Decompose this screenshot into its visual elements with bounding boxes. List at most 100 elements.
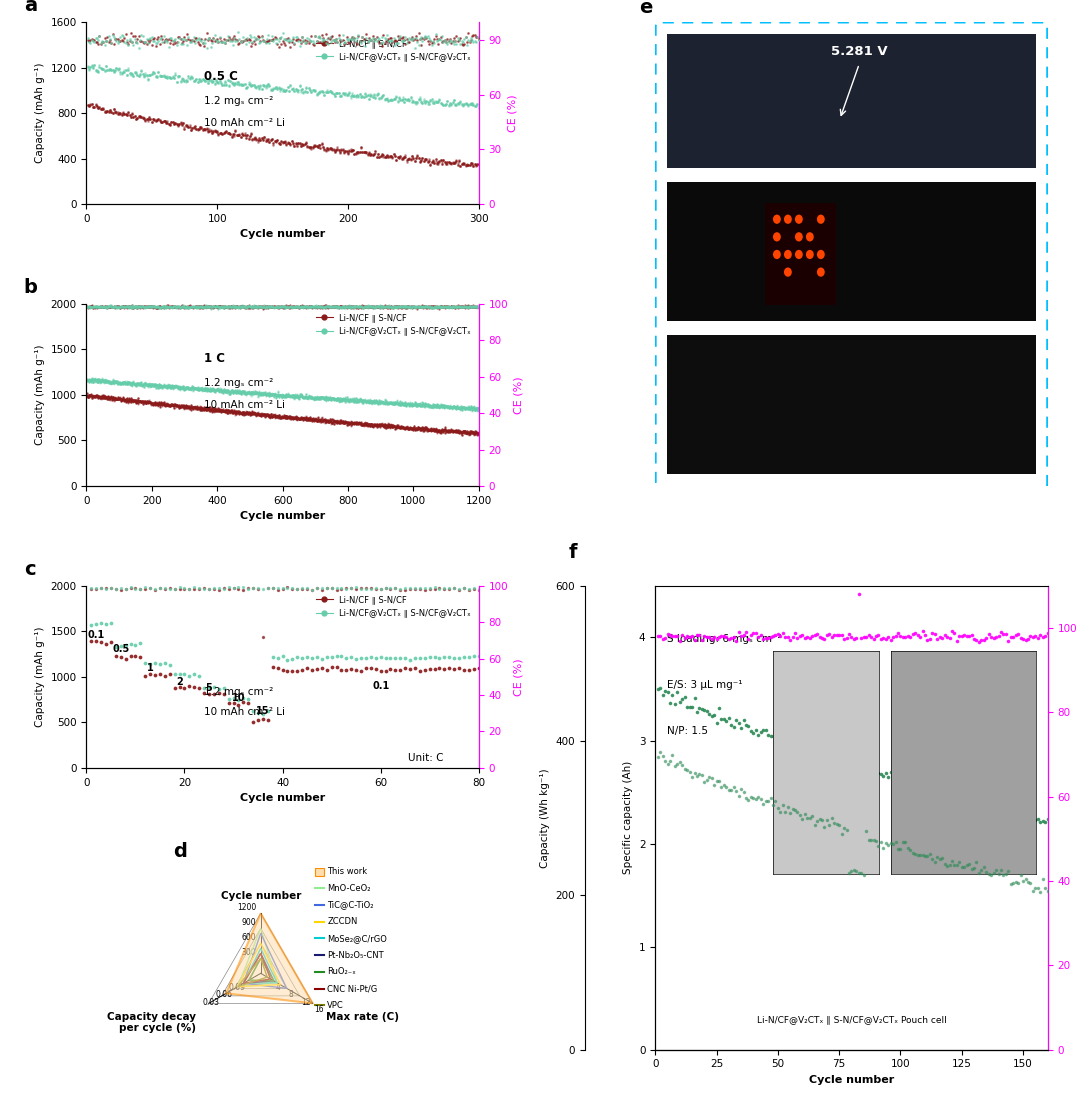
Point (434, 422, 451, 440)
Point (172, 298, 189, 316)
Text: 1.2 mgₛ cm⁻²: 1.2 mgₛ cm⁻² (204, 378, 273, 388)
Point (97, 373, 114, 391)
Point (216, 73, 233, 91)
Point (357, 415, 375, 433)
Point (256, 32, 273, 50)
Point (258, 406, 275, 423)
Point (219, 382, 237, 400)
Point (343, 297, 361, 315)
Point (393, 297, 410, 315)
Point (197, 400, 214, 418)
Point (458, 424, 475, 442)
Point (401, 396, 418, 413)
Point (110, 32, 127, 50)
Point (306, 391, 323, 409)
Point (130, 392, 147, 410)
Point (154, 377, 172, 394)
Point (399, 397, 416, 414)
Point (198, 297, 215, 315)
Point (343, 414, 361, 432)
Point (404, 420, 421, 438)
Point (147, 67, 164, 85)
Point (434, 398, 451, 415)
Point (315, 32, 333, 50)
Point (416, 298, 433, 316)
Point (246, 385, 264, 402)
Point (411, 30, 429, 48)
Point (85, 370, 103, 388)
Point (259, 75, 276, 93)
Point (418, 421, 435, 439)
Point (416, 421, 433, 439)
Point (415, 298, 432, 316)
Point (176, 380, 193, 398)
Point (386, 298, 403, 316)
Point (229, 382, 246, 400)
Point (145, 298, 162, 316)
Point (179, 379, 197, 397)
Point (383, 91, 401, 108)
Point (261, 385, 279, 402)
Point (376, 394, 393, 412)
Point (227, 32, 244, 50)
Point (237, 404, 254, 422)
Point (364, 415, 381, 433)
Point (406, 394, 423, 412)
Point (109, 60, 126, 77)
Point (417, 396, 434, 413)
Point (369, 298, 387, 316)
Text: TiC@C-TiO₂: TiC@C-TiO₂ (327, 901, 374, 909)
Point (165, 399, 183, 417)
Point (392, 147, 409, 165)
Point (197, 379, 214, 397)
Point (372, 393, 389, 411)
Point (396, 660, 414, 677)
Point (122, 297, 139, 315)
Point (104, 298, 121, 316)
Point (190, 379, 207, 397)
Point (167, 378, 185, 396)
Point (240, 385, 257, 402)
Point (445, 297, 462, 315)
Point (230, 406, 247, 423)
Y-axis label: CE (%): CE (%) (514, 376, 524, 413)
Point (204, 124, 221, 141)
Point (469, 424, 486, 442)
Point (104, 373, 121, 391)
Point (445, 422, 462, 440)
Point (292, 387, 309, 404)
Point (127, 375, 145, 392)
Point (247, 297, 265, 315)
Point (110, 389, 127, 407)
Point (265, 579, 282, 597)
Point (249, 77, 267, 95)
Point (212, 125, 229, 143)
Point (180, 400, 198, 418)
Point (89, 61, 106, 78)
Point (362, 31, 379, 49)
Point (460, 97, 477, 115)
Point (319, 411, 336, 429)
Point (323, 298, 340, 316)
Point (296, 388, 313, 406)
Point (323, 648, 340, 665)
Point (134, 65, 151, 83)
Point (214, 381, 231, 399)
Point (718, 629, 735, 646)
Point (454, 423, 471, 441)
Point (174, 378, 191, 396)
Point (179, 379, 197, 397)
Point (370, 298, 388, 316)
Point (207, 400, 225, 418)
Point (372, 298, 389, 316)
Point (468, 423, 485, 441)
Point (774, 624, 792, 642)
Point (356, 414, 374, 432)
Point (274, 580, 292, 598)
Point (239, 404, 256, 422)
Point (902, 779, 919, 797)
Point (283, 409, 300, 427)
Point (186, 399, 203, 417)
Point (280, 409, 297, 427)
Point (333, 86, 350, 104)
